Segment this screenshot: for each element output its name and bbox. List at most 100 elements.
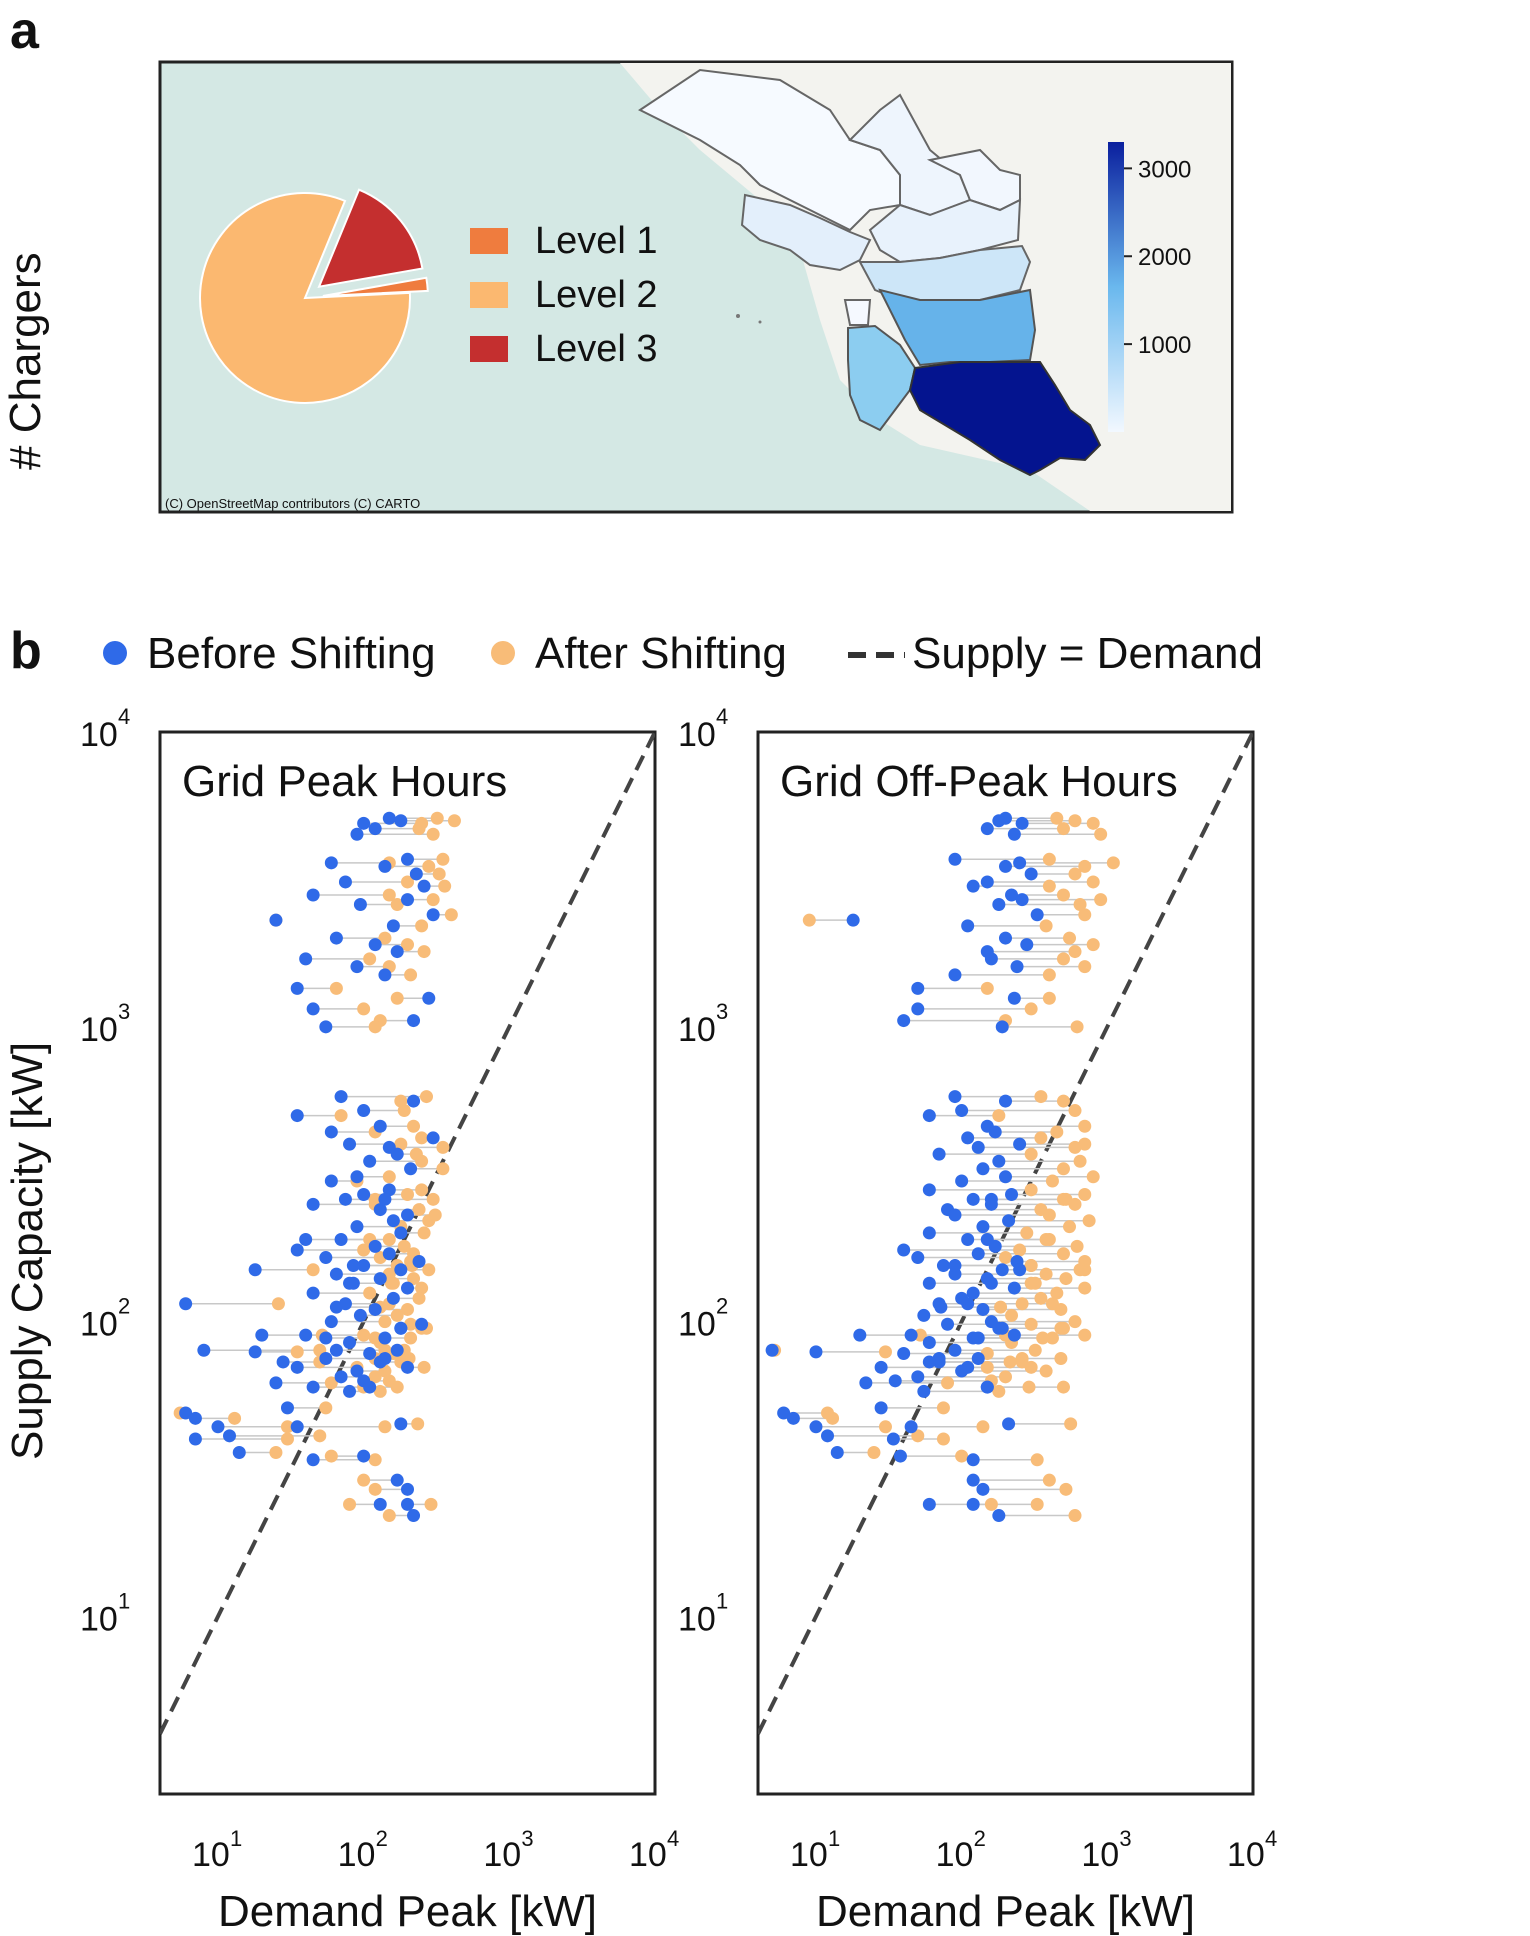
after-shifting-point — [411, 1417, 425, 1431]
after-shifting-point — [984, 1497, 998, 1511]
map-island — [736, 314, 740, 318]
before-shifting-point — [980, 875, 994, 889]
before-shifting-point — [329, 1343, 343, 1357]
after-shifting-point — [422, 1214, 436, 1228]
before-shifting-point — [394, 1417, 408, 1431]
before-shifting-point — [897, 1014, 911, 1028]
before-shifting-point — [319, 1331, 333, 1345]
before-shifting-point — [211, 1420, 225, 1434]
after-shifting-point — [447, 814, 461, 828]
before-shifting-point — [306, 888, 320, 902]
after-shifting-point — [1045, 1331, 1059, 1345]
colorbar-ticks: 3000 2000 1000 — [1124, 156, 1191, 359]
before-shifting-point — [426, 1131, 440, 1145]
before-shifting-point — [1013, 1137, 1027, 1151]
before-shifting-point — [324, 1174, 338, 1188]
after-shifting-point — [412, 822, 426, 836]
after-shifting-point — [1094, 827, 1108, 841]
after-shifting-point — [1042, 968, 1056, 982]
after-shifting-point — [368, 1020, 382, 1034]
before-shifting-point — [368, 938, 382, 952]
after-shifting-point — [280, 1432, 294, 1446]
before-shifting-point — [329, 931, 343, 945]
after-shifting-point — [378, 1420, 392, 1434]
after-shifting-point — [404, 1317, 418, 1331]
before-shifting-point — [911, 1370, 925, 1384]
before-shifting-point — [999, 931, 1012, 945]
after-shifting-point — [401, 1302, 414, 1316]
before-shifting-point — [415, 1317, 429, 1331]
after-shifting-point — [1056, 1094, 1070, 1108]
after-shifting-point — [1054, 1321, 1068, 1335]
after-shifting-point — [368, 1482, 382, 1496]
x-tick-exponent: 3 — [1119, 1826, 1131, 1851]
after-shifting-point — [1039, 1267, 1053, 1281]
x-axis-title: Demand Peak [kW] — [218, 1887, 597, 1936]
after-shifting-point — [1068, 1315, 1082, 1329]
panel-a-letter: a — [10, 2, 40, 60]
before-shifting-point — [290, 1360, 304, 1374]
before-shifting-point — [350, 1364, 364, 1378]
legend-after-marker — [491, 641, 515, 665]
before-shifting-point — [363, 1380, 377, 1394]
after-shifting-point — [382, 1232, 396, 1246]
before-shifting-point — [984, 1192, 998, 1206]
before-shifting-point — [378, 1331, 392, 1345]
before-shifting-point — [988, 1125, 1002, 1139]
after-shifting-point — [1024, 1183, 1038, 1197]
before-shifting-point — [179, 1406, 193, 1420]
before-shifting-point — [948, 1090, 962, 1104]
before-shifting-point — [874, 1401, 888, 1415]
after-shifting-point — [1003, 1355, 1017, 1369]
before-shifting-point — [922, 1276, 936, 1290]
after-shifting-point — [415, 1281, 429, 1295]
before-shifting-point — [290, 1243, 304, 1257]
before-shifting-point — [350, 1220, 364, 1234]
after-shifting-point — [1024, 1317, 1038, 1331]
before-shifting-point — [999, 1170, 1012, 1184]
before-shifting-point — [299, 1232, 313, 1246]
x-tick-label: 10 — [629, 1836, 667, 1874]
before-shifting-point — [922, 1335, 936, 1349]
before-shifting-point — [922, 1226, 936, 1240]
after-shifting-point — [426, 1192, 440, 1206]
before-shifting-point — [897, 1346, 911, 1360]
after-shifting-point — [1086, 875, 1100, 889]
after-shifting-point — [363, 952, 377, 966]
before-shifting-point — [179, 1297, 193, 1311]
before-shifting-point — [350, 1170, 364, 1184]
after-shifting-point — [1059, 1272, 1073, 1286]
after-shifting-point — [357, 1002, 371, 1016]
before-shifting-point — [343, 1335, 357, 1349]
county-north-coast — [638, 68, 901, 232]
after-shifting-point — [401, 938, 414, 952]
after-shifting-point — [436, 1162, 450, 1176]
before-shifting-point — [992, 1154, 1006, 1168]
before-shifting-point — [378, 968, 392, 982]
before-shifting-point — [922, 1109, 936, 1123]
y-tick-label: 10 — [678, 1306, 716, 1344]
before-shifting-point — [765, 1343, 779, 1357]
before-shifting-point — [830, 1445, 844, 1459]
after-shifting-point — [415, 1154, 429, 1168]
before-shifting-point — [373, 1272, 387, 1286]
before-shifting-point — [1005, 888, 1019, 902]
before-shifting-point — [248, 1263, 262, 1277]
before-shifting-point — [966, 1192, 980, 1206]
before-shifting-point — [999, 1094, 1012, 1108]
pie-legend-label: Level 1 — [535, 220, 658, 262]
after-shifting-point — [1056, 1380, 1070, 1394]
after-shifting-point — [1015, 1351, 1029, 1365]
after-shifting-point — [394, 1137, 408, 1151]
before-shifting-point — [386, 1214, 400, 1228]
x-tick-label: 10 — [1227, 1836, 1265, 1874]
before-shifting-point — [932, 1351, 946, 1365]
after-shifting-point — [1082, 1214, 1096, 1228]
after-shifting-point — [992, 1384, 1006, 1398]
after-shifting-point — [1020, 1226, 1034, 1240]
before-shifting-point — [324, 1315, 338, 1329]
after-shifting-point — [867, 1445, 881, 1459]
after-shifting-point — [401, 875, 414, 889]
after-shifting-point — [936, 1401, 950, 1415]
x-tick-exponent: 1 — [828, 1826, 840, 1851]
